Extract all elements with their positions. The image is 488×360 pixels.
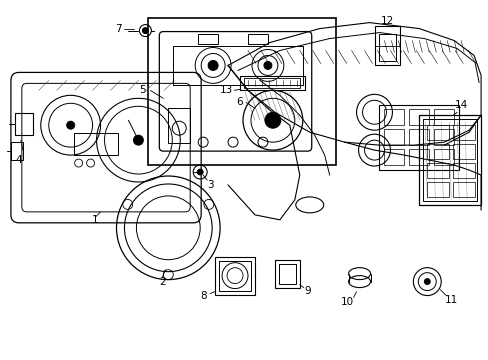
Bar (379, 105, 458, 170)
Bar (433, 109, 453, 125)
Text: 14: 14 (454, 100, 467, 110)
Text: 4: 4 (16, 155, 22, 165)
Bar (219, 261, 250, 291)
Bar (427, 125, 448, 140)
Bar (11, 142, 23, 160)
Bar (384, 109, 404, 125)
Bar (168, 108, 190, 143)
Bar (419, 115, 480, 205)
Bar (408, 129, 428, 145)
Bar (452, 144, 474, 159)
Bar (379, 33, 396, 62)
Bar (433, 149, 453, 165)
Text: 2: 2 (159, 276, 165, 287)
Text: 8: 8 (200, 291, 206, 301)
Text: 11: 11 (444, 294, 457, 305)
Text: 9: 9 (304, 285, 310, 296)
Bar (274, 260, 299, 288)
Bar (247, 33, 267, 44)
Bar (74, 133, 118, 155)
Text: 5: 5 (139, 85, 145, 95)
Circle shape (424, 279, 429, 285)
Circle shape (264, 62, 271, 69)
Bar (384, 149, 404, 165)
Circle shape (133, 135, 143, 145)
Circle shape (142, 28, 148, 33)
Bar (198, 33, 218, 44)
Text: 12: 12 (380, 15, 393, 26)
Circle shape (264, 112, 280, 128)
Bar (278, 264, 295, 284)
Text: 7: 7 (115, 24, 122, 33)
Text: 10: 10 (340, 297, 353, 306)
Bar (452, 163, 474, 178)
Bar (423, 119, 476, 201)
Bar (240, 76, 304, 90)
Bar (173, 45, 302, 85)
Bar (408, 109, 428, 125)
Bar (384, 129, 404, 145)
Bar (452, 182, 474, 197)
Circle shape (66, 121, 75, 129)
Bar (408, 149, 428, 165)
Bar (375, 26, 400, 66)
Bar (427, 182, 448, 197)
Circle shape (208, 60, 218, 71)
Bar (215, 257, 254, 294)
Text: 1: 1 (92, 215, 99, 225)
Bar (427, 163, 448, 178)
Text: 6: 6 (236, 97, 243, 107)
Bar (244, 78, 299, 88)
Bar (452, 125, 474, 140)
Text: 13: 13 (219, 85, 232, 95)
Bar (427, 144, 448, 159)
Circle shape (197, 169, 203, 175)
Bar (433, 129, 453, 145)
Bar (148, 18, 335, 165)
Text: 3: 3 (206, 180, 213, 190)
Bar (15, 113, 33, 135)
